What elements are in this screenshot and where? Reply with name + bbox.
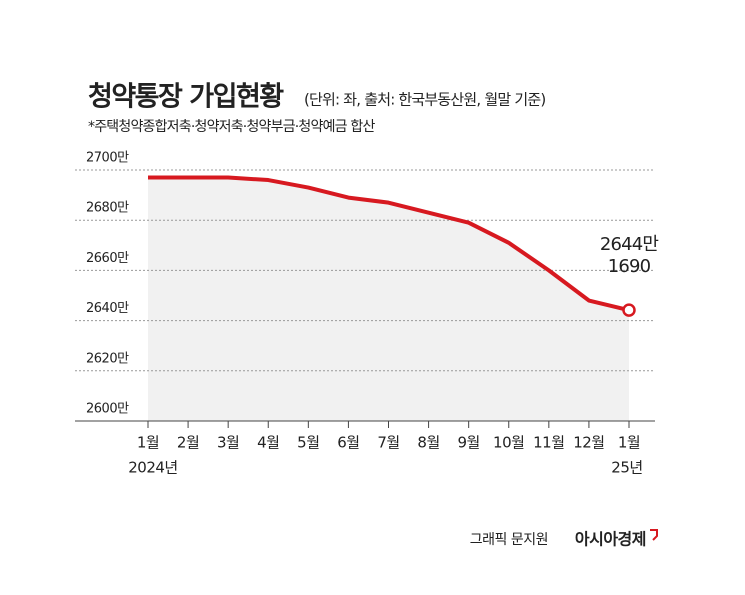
y-tick-label: 2700만: [86, 151, 129, 166]
end-marker: [622, 303, 636, 317]
x-tick-label: 11월: [533, 434, 564, 452]
area: [148, 177, 629, 421]
y-tick-label: 2680만: [86, 201, 129, 216]
credit: 그래픽 문지원: [470, 532, 548, 548]
x-tick-label: 6월: [337, 434, 359, 452]
x-tick-label: 7월: [377, 434, 399, 452]
x-year-label: 2024년: [128, 459, 177, 477]
y-tick-label: 2620만: [86, 351, 129, 366]
x-tick-label: 10월: [493, 434, 524, 452]
x-tick-label: 1월: [618, 434, 640, 452]
x-tick-label: 9월: [457, 434, 479, 452]
line: [148, 175, 630, 313]
x-tick-label: 8월: [417, 434, 439, 452]
brand-icon: [650, 529, 658, 541]
data-label: 2644만 1690: [600, 234, 659, 277]
brand: 아시아경제: [575, 530, 646, 549]
x-tick-label: 5월: [297, 434, 319, 452]
x-year-label: 25년: [611, 459, 642, 477]
chart-note: *주택청약종합저축·청약저축·청약부금·청약예금 합산: [88, 119, 375, 135]
x-tick-label: 1월: [137, 434, 159, 452]
x-tick-label: 2월: [177, 434, 199, 452]
y-tick-label: 2600만: [86, 402, 129, 417]
y-tick-label: 2640만: [86, 301, 129, 316]
chart-title: 청약통장 가입현황: [88, 82, 284, 113]
x-tick-label: 4월: [257, 434, 279, 452]
chart-subtitle: (단위: 좌, 출처: 한국부동산원, 월말 기준): [304, 91, 545, 109]
x-tick-label: 3월: [217, 434, 239, 452]
x-tick-label: 12월: [573, 434, 604, 452]
y-tick-label: 2660만: [86, 251, 129, 266]
